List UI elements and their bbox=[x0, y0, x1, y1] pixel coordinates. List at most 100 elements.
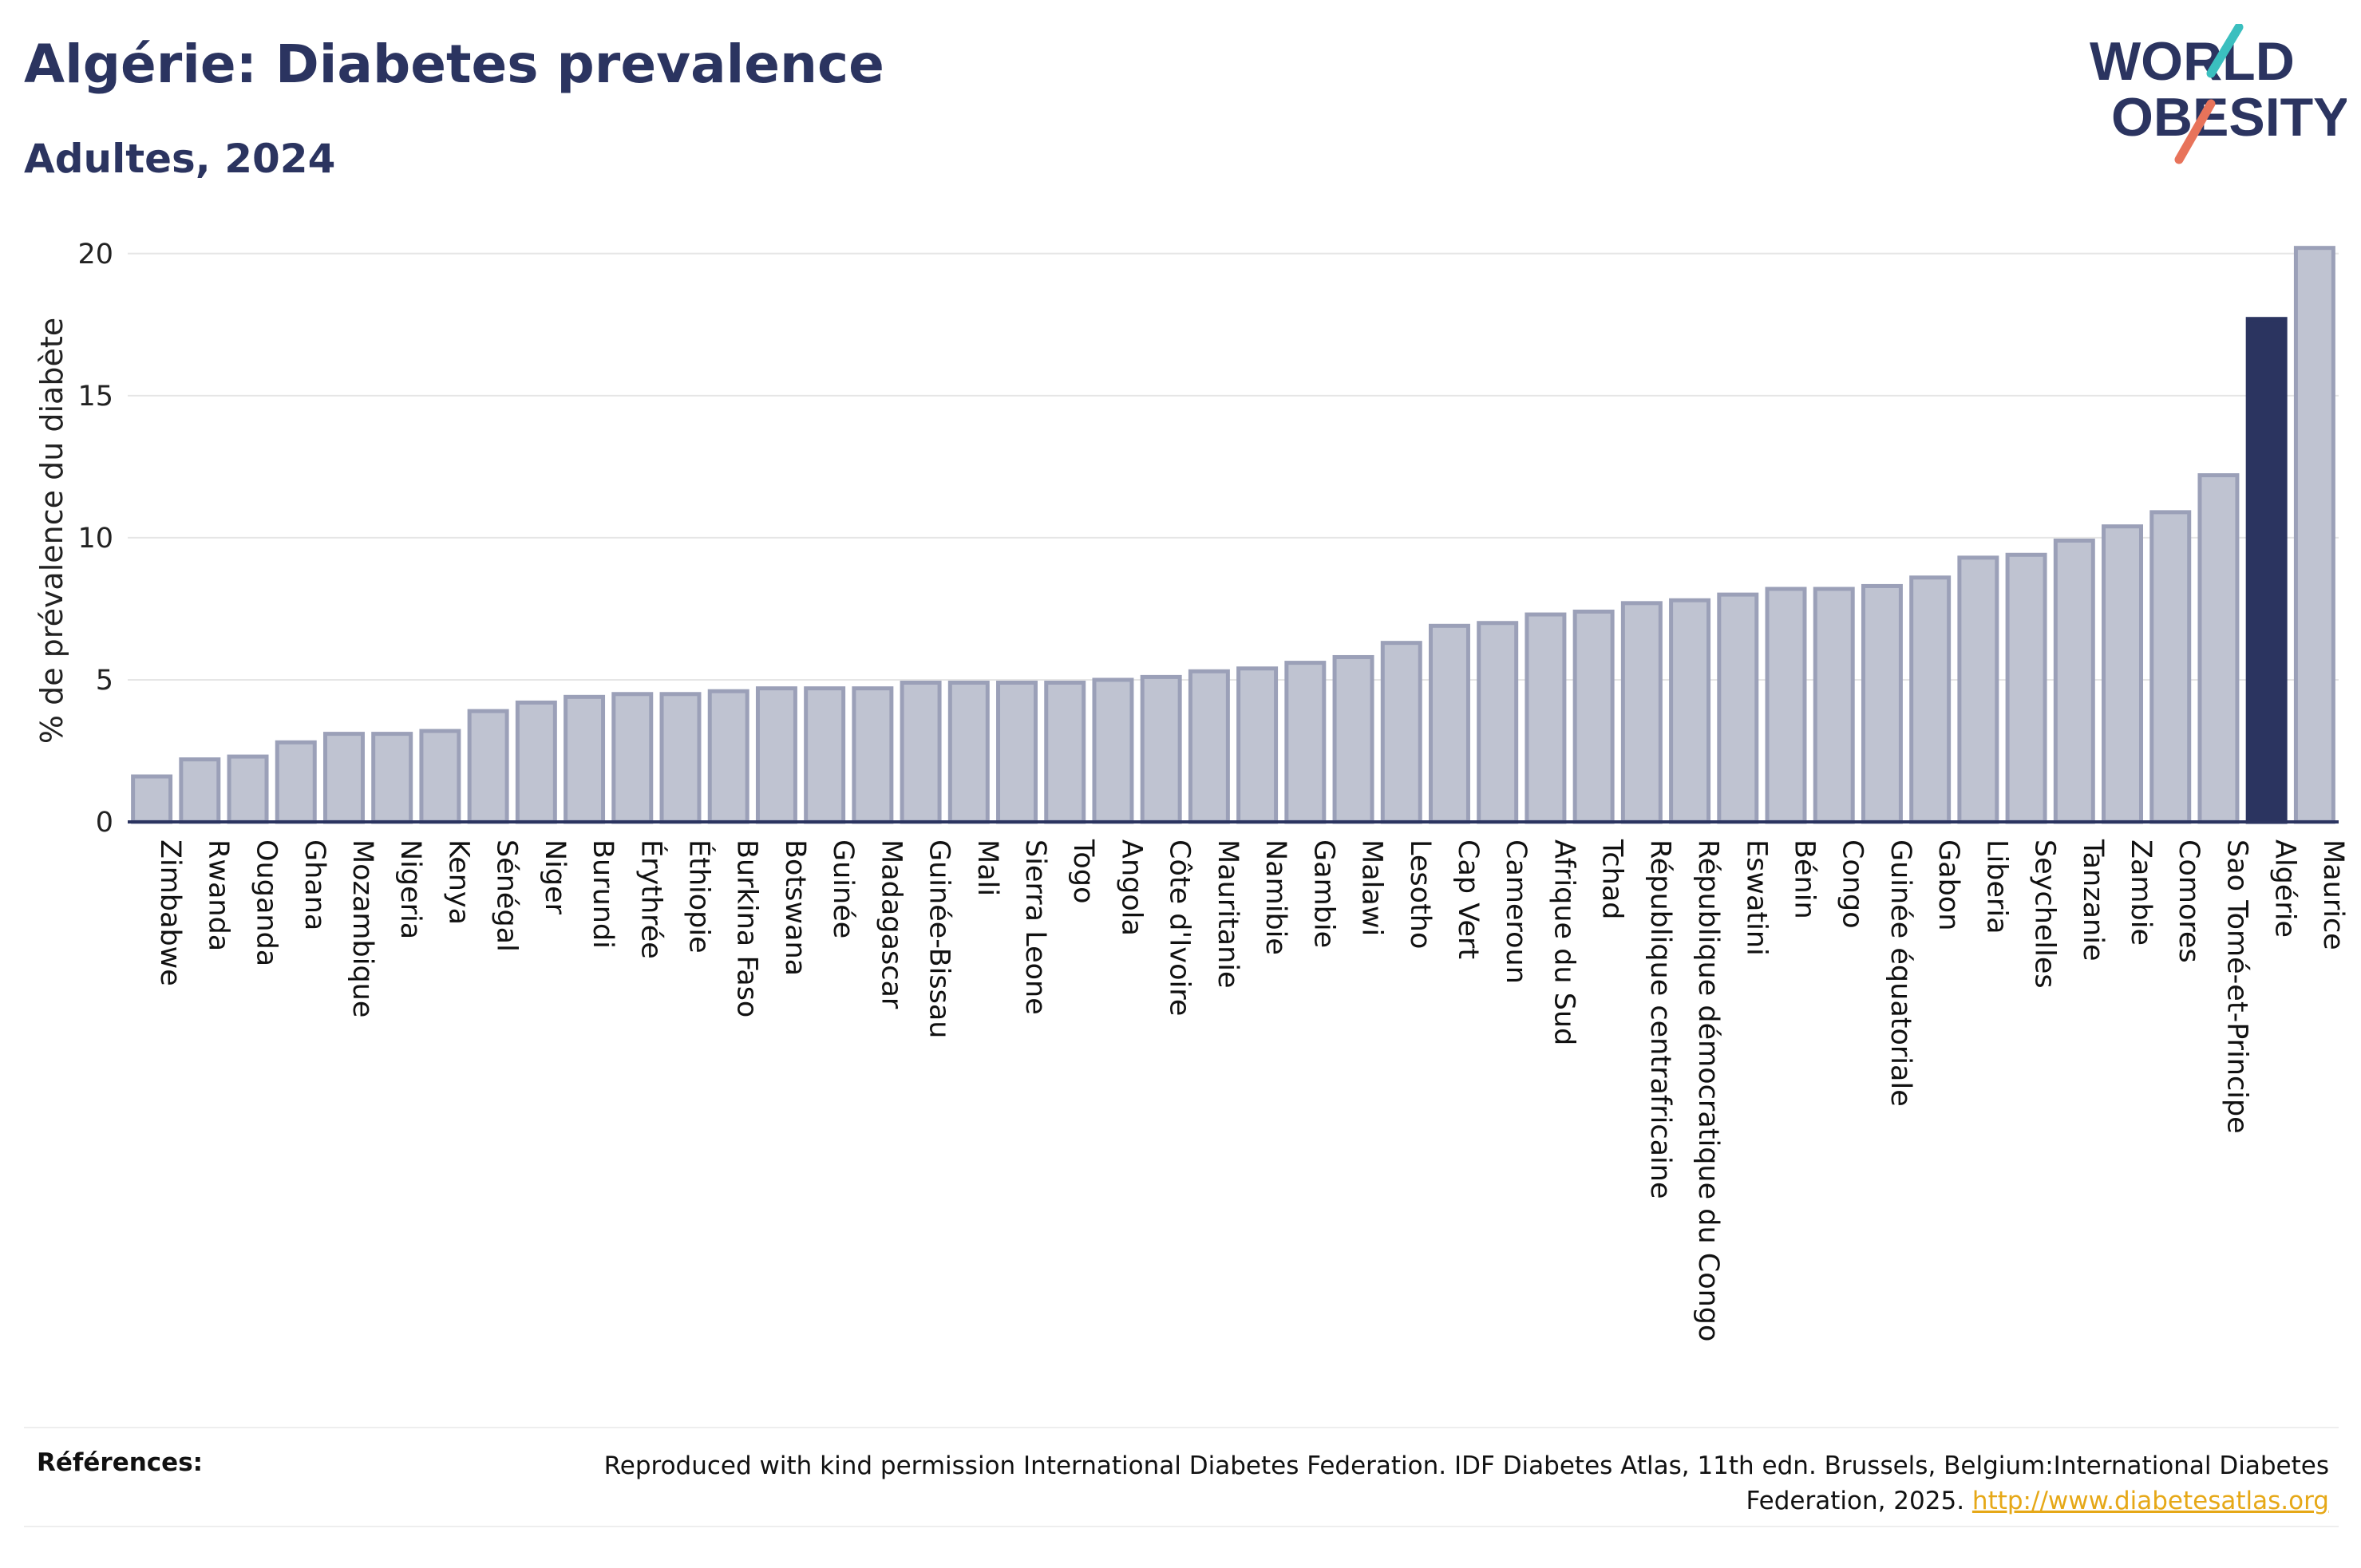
bar-gambie[interactable] bbox=[1284, 661, 1327, 824]
x-tick-label: Guinée-Bissau bbox=[923, 839, 955, 1039]
bar-togo[interactable] bbox=[1044, 681, 1086, 824]
world-obesity-logo: WORLD OBESITY bbox=[2090, 24, 2347, 164]
x-tick-label: Namibie bbox=[1260, 839, 1291, 955]
bar-rwanda[interactable] bbox=[179, 757, 221, 824]
x-tick-label: Afrique du Sud bbox=[1548, 839, 1580, 1045]
x-tick-label: Gambie bbox=[1307, 839, 1339, 948]
bar--rythr-e[interactable] bbox=[611, 692, 654, 824]
bar-comores[interactable] bbox=[2149, 510, 2192, 824]
x-tick-label: Bénin bbox=[1789, 839, 1821, 919]
x-tick-label: Malawi bbox=[1356, 839, 1388, 936]
logo-line-1: WORLD bbox=[2090, 31, 2295, 92]
footer-divider-bottom bbox=[24, 1526, 2339, 1527]
bar-liberia[interactable] bbox=[1957, 555, 1999, 824]
bar-zimbabwe[interactable] bbox=[131, 774, 173, 824]
x-tick-label: Rwanda bbox=[202, 839, 234, 951]
x-tick-label: Mozambique bbox=[346, 839, 378, 1017]
x-tick-label: Zambie bbox=[2125, 839, 2157, 946]
bar-mali[interactable] bbox=[947, 681, 990, 824]
logo-slash-bottom bbox=[2174, 99, 2216, 164]
x-tick-label: Cameroun bbox=[1500, 839, 1532, 984]
x-tick-label: Tanzanie bbox=[2077, 839, 2109, 961]
bar-sao-tom-et-principe[interactable] bbox=[2197, 473, 2240, 824]
bar-burkina-faso[interactable] bbox=[707, 689, 749, 824]
bar-namibie[interactable] bbox=[1236, 666, 1279, 824]
bar-ouganda[interactable] bbox=[227, 754, 269, 824]
bar-angola[interactable] bbox=[1092, 677, 1134, 824]
references-link[interactable]: http://www.diabetesatlas.org bbox=[1971, 1487, 2329, 1515]
bar-guin-e-bissau[interactable] bbox=[900, 681, 942, 824]
bar-madagascar[interactable] bbox=[852, 686, 894, 824]
x-tick-label: République démocratique du Congo bbox=[1692, 839, 1724, 1341]
x-tick-label: Éthiopie bbox=[683, 839, 717, 954]
bar-zambie[interactable] bbox=[2102, 524, 2144, 824]
bar-lesotho[interactable] bbox=[1380, 641, 1422, 824]
x-tick-label: Sao Tomé-et-Principe bbox=[2221, 839, 2252, 1134]
x-tick-label: Maurice bbox=[2317, 839, 2349, 950]
bar--thiopie[interactable] bbox=[659, 692, 702, 824]
x-tick-label: Érythrée bbox=[635, 839, 668, 959]
x-tick-label: Angola bbox=[1115, 839, 1147, 936]
bar-malawi[interactable] bbox=[1332, 654, 1374, 824]
bar-mozambique[interactable] bbox=[322, 732, 365, 824]
x-tick-label: Madagascar bbox=[875, 839, 907, 1009]
bar-r-publique-d-mocratique-du-congo[interactable] bbox=[1669, 598, 1711, 824]
chart-title: Algérie: Diabetes prevalence bbox=[24, 34, 884, 95]
bar-tanzanie[interactable] bbox=[2053, 538, 2095, 824]
y-axis-label: % de prévalence du diabète bbox=[34, 318, 69, 744]
x-tick-label: Sénégal bbox=[491, 839, 523, 952]
label-layer: 0 5 10 15 20 % de prévalence du diabète Zimbab… bbox=[34, 239, 2349, 1342]
x-tick-label: Togo bbox=[1067, 839, 1099, 903]
bar-s-n-gal[interactable] bbox=[467, 709, 509, 824]
x-tick-label: Mali bbox=[971, 839, 1003, 896]
references-label: Références: bbox=[37, 1448, 204, 1477]
bar-eswatini[interactable] bbox=[1717, 592, 1759, 824]
bar-guin-e-quatoriale[interactable] bbox=[1861, 583, 1903, 824]
bar-mauritanie[interactable] bbox=[1188, 669, 1230, 824]
y-tick-label: 10 bbox=[77, 523, 113, 555]
bar-guin-e[interactable] bbox=[804, 686, 846, 824]
x-tick-label: Kenya bbox=[442, 839, 474, 925]
bar-layer bbox=[131, 246, 2335, 824]
bar-tchad[interactable] bbox=[1572, 609, 1615, 824]
x-tick-label: Burkina Faso bbox=[731, 839, 763, 1017]
x-tick-label: Comores bbox=[2173, 839, 2205, 963]
bar-r-publique-centrafricaine[interactable] bbox=[1620, 601, 1663, 824]
bar-afrique-du-sud[interactable] bbox=[1525, 612, 1567, 824]
references-text: Reproduced with kind permission Internat… bbox=[573, 1448, 2329, 1519]
bar-congo[interactable] bbox=[1813, 587, 1855, 824]
bar-chart: 0 5 10 15 20 % de prévalence du diabète Zimbab… bbox=[34, 239, 2349, 1342]
bar-nigeria[interactable] bbox=[371, 732, 413, 824]
x-tick-label: Mauritanie bbox=[1212, 839, 1244, 989]
y-tick-label: 0 bbox=[96, 807, 113, 839]
y-tick-label: 20 bbox=[77, 239, 113, 271]
x-tick-label: Congo bbox=[1837, 839, 1869, 929]
x-tick-label: Zimbabwe bbox=[154, 839, 186, 986]
bar-ghana[interactable] bbox=[275, 740, 317, 824]
x-tick-label: Gabon bbox=[1932, 839, 1964, 930]
x-tick-label: Tchad bbox=[1596, 839, 1628, 920]
x-tick-label: Côte d'Ivoire bbox=[1164, 839, 1196, 1016]
bar-b-nin[interactable] bbox=[1765, 587, 1807, 824]
bar-niger[interactable] bbox=[515, 700, 557, 824]
x-tick-label: Burundi bbox=[587, 839, 619, 949]
bar-maurice[interactable] bbox=[2293, 246, 2335, 824]
bar-sierra-leone[interactable] bbox=[996, 681, 1038, 824]
bar-botswana[interactable] bbox=[755, 686, 797, 824]
x-tick-label: Nigeria bbox=[394, 839, 426, 939]
bar-c-te-d-ivoire[interactable] bbox=[1140, 674, 1182, 824]
bar-alg-rie[interactable] bbox=[2245, 317, 2288, 824]
bar-cap-vert[interactable] bbox=[1428, 623, 1470, 824]
bar-burundi[interactable] bbox=[564, 694, 606, 824]
bar-gabon[interactable] bbox=[1909, 575, 1952, 824]
bar-seychelles[interactable] bbox=[2005, 552, 2047, 824]
references-body: Reproduced with kind permission Internat… bbox=[603, 1451, 2329, 1515]
x-tick-label: Ghana bbox=[299, 839, 330, 930]
footer-divider-top bbox=[24, 1427, 2339, 1428]
y-tick-label: 5 bbox=[96, 665, 113, 697]
y-tick-label: 15 bbox=[77, 381, 113, 413]
x-tick-label: Guinée équatoriale bbox=[1884, 839, 1916, 1107]
bar-kenya[interactable] bbox=[419, 729, 461, 824]
bar-cameroun[interactable] bbox=[1477, 621, 1519, 824]
logo-slash-top bbox=[2206, 24, 2244, 78]
